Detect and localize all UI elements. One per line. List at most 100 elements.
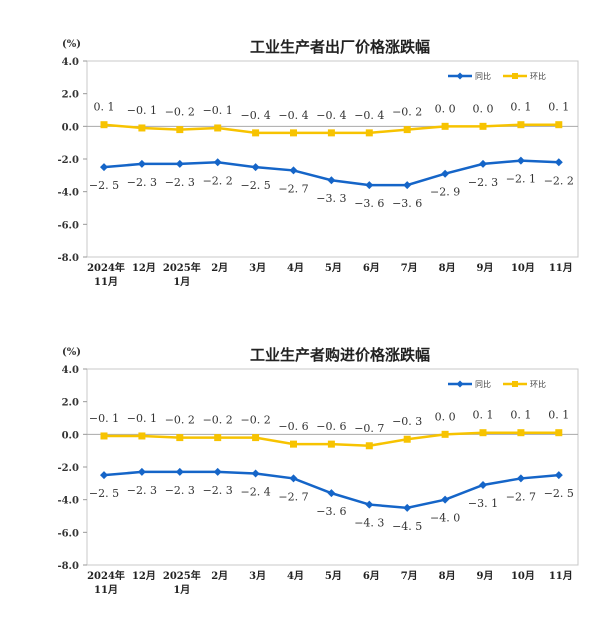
data-label: −2. 3	[165, 176, 195, 189]
x-tick-label: 6月	[363, 570, 380, 582]
data-point-mom	[517, 429, 525, 437]
data-label: 0. 0	[473, 102, 494, 115]
data-label: −4. 0	[430, 512, 460, 525]
data-point-yoy	[251, 469, 260, 478]
data-point-yoy	[403, 181, 412, 190]
data-point-mom	[327, 440, 335, 448]
data-point-mom	[441, 430, 449, 438]
x-tick-label: 2025年	[163, 261, 201, 274]
data-point-yoy	[213, 158, 222, 167]
data-point-mom	[403, 435, 411, 443]
chart-title: 工业生产者出厂价格涨跌幅	[250, 38, 430, 56]
data-point-yoy	[327, 489, 336, 498]
data-point-yoy	[479, 480, 487, 489]
chart-output-price: 工业生产者出厂价格涨跌幅 (%) 4.0 2.0 0.0 -2.0 -4.0 -6.0 -8…	[57, 38, 579, 288]
data-point-mom	[517, 121, 525, 129]
data-label: −2. 4	[240, 486, 270, 499]
data-point-mom	[479, 429, 487, 437]
data-label: −3. 3	[316, 192, 346, 205]
data-point-mom	[252, 129, 260, 137]
data-point-mom	[441, 122, 449, 130]
data-point-yoy	[365, 181, 374, 190]
x-tick-label: 8月	[439, 262, 456, 274]
x-tick-label: 8月	[439, 570, 456, 582]
data-label: −3. 1	[468, 497, 498, 510]
data-label: −2. 5	[89, 487, 119, 500]
data-point-mom	[214, 124, 222, 132]
data-point-mom	[252, 434, 260, 442]
data-label: −0. 7	[354, 422, 384, 435]
legend-square-icon	[512, 381, 518, 387]
data-label: 0. 1	[473, 409, 494, 422]
data-point-yoy	[100, 471, 108, 480]
x-tick-label: 7月	[401, 570, 418, 582]
data-point-mom	[403, 126, 411, 134]
x-tick-label: 4月	[287, 262, 304, 274]
data-point-mom	[555, 429, 563, 437]
x-tick-label: 2025年	[163, 569, 201, 582]
data-label: −0. 2	[240, 414, 270, 427]
data-label: −4. 3	[354, 517, 384, 530]
data-label: −2. 7	[278, 182, 308, 195]
data-point-yoy	[251, 163, 260, 172]
data-label: −0. 2	[165, 106, 195, 119]
data-label: −2. 2	[544, 174, 574, 187]
data-label: −3. 6	[316, 505, 346, 518]
data-label: 0. 0	[435, 102, 456, 115]
x-tick-label: 12月	[132, 570, 156, 582]
data-label: −2. 3	[127, 176, 157, 189]
legend-label: 环比	[530, 379, 546, 389]
legend-diamond-icon	[456, 72, 464, 80]
x-tick-label: 10月	[511, 570, 535, 582]
data-point-yoy	[516, 156, 525, 165]
legend-square-icon	[512, 73, 518, 79]
x-tick-label: 6月	[363, 262, 380, 274]
x-tick-label: 2024年	[87, 261, 125, 274]
y-tick-label: -4.0	[57, 188, 79, 199]
y-tick-label: -8.0	[57, 561, 79, 572]
data-label: −0. 1	[89, 412, 119, 425]
unit-label: (%)	[62, 347, 81, 358]
x-tick-label: 4月	[287, 570, 304, 582]
x-tick-label: 2月	[211, 262, 228, 274]
x-tick-label: 3月	[249, 262, 266, 274]
data-point-mom	[214, 434, 222, 442]
data-label: −0. 2	[392, 106, 422, 119]
data-label: −0. 2	[165, 414, 195, 427]
data-label: −2. 3	[203, 484, 233, 497]
data-label: 0. 1	[548, 409, 569, 422]
data-point-yoy	[289, 474, 298, 483]
data-label: −3. 6	[392, 197, 422, 210]
x-tick-label: 5月	[325, 262, 342, 274]
data-label: −0. 1	[127, 104, 157, 117]
data-label: −0. 1	[127, 412, 157, 425]
data-point-mom	[176, 126, 184, 134]
data-point-yoy	[175, 467, 184, 476]
x-tick-label: 12月	[132, 262, 156, 274]
data-label: −2. 5	[544, 487, 574, 500]
data-point-yoy	[137, 159, 146, 168]
x-tick-label: 3月	[249, 570, 266, 582]
data-label: 0. 0	[435, 410, 456, 423]
data-label: −2. 3	[127, 484, 157, 497]
y-tick-label: -6.0	[57, 220, 79, 231]
data-point-mom	[290, 129, 297, 137]
data-point-yoy	[554, 471, 563, 480]
data-point-yoy	[327, 176, 336, 185]
data-label: 0. 1	[94, 101, 115, 114]
data-label: −0. 4	[278, 109, 308, 122]
data-label: −0. 4	[240, 109, 270, 122]
x-tick-label: 5月	[325, 570, 342, 582]
y-tick-label: -2.0	[57, 463, 79, 474]
data-point-yoy	[403, 503, 412, 512]
x-tick-label: 1月	[173, 276, 190, 288]
chart-title: 工业生产者购进价格涨跌幅	[250, 346, 430, 364]
data-point-yoy	[175, 159, 184, 168]
data-label: −2. 3	[468, 176, 498, 189]
legend-label: 同比	[475, 379, 491, 389]
y-tick-label: -6.0	[57, 528, 79, 539]
data-point-mom	[555, 121, 563, 129]
data-point-yoy	[213, 467, 222, 476]
data-label: −2. 5	[240, 179, 270, 192]
